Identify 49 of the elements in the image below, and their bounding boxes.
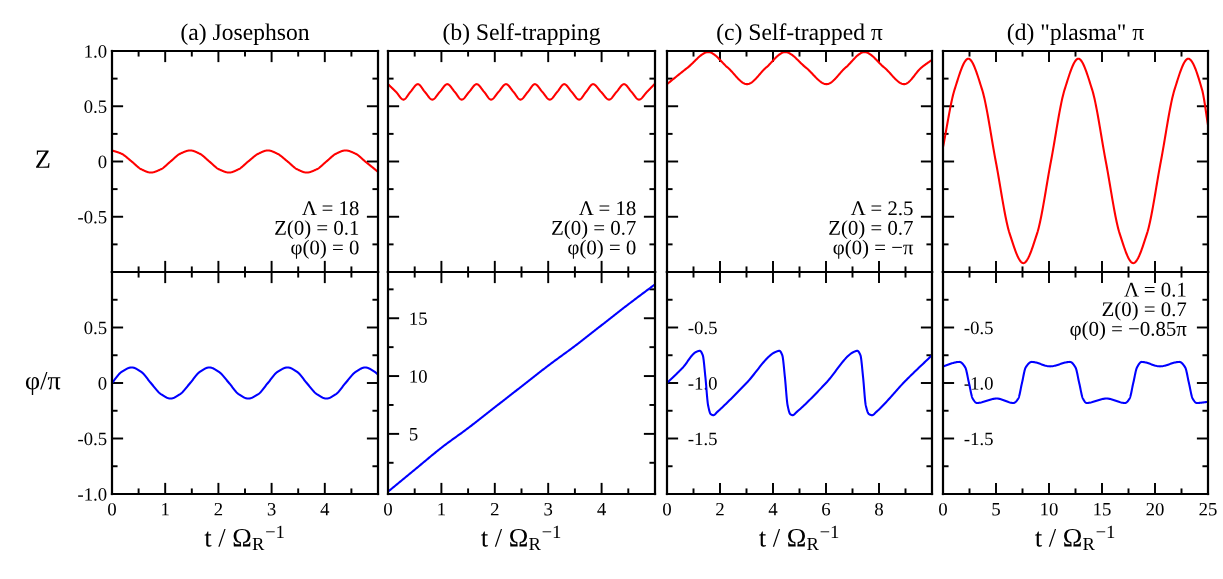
y-tick-label: 15 — [410, 312, 427, 325]
x-tick-label: 3 — [267, 502, 276, 516]
x-tick-label: 0 — [663, 502, 671, 516]
x-tick-label: 15 — [1094, 502, 1111, 516]
annotation: Λ = 0.1 Z(0) = 0.7 φ(0) = −0.85π — [1070, 282, 1187, 341]
y-tick-label: -1.5 — [964, 432, 993, 446]
x-tick-label: 4 — [320, 503, 330, 516]
chart-title: (c) Self-trapped π — [717, 23, 883, 45]
x-tick-label: 0 — [108, 502, 116, 516]
x-tick-label: 4 — [597, 503, 606, 516]
x-axis-title: t / Ω$_{R}$$^{−1}$ — [759, 525, 839, 551]
chart-title: (a) Josephson — [181, 23, 310, 45]
y-tick-label: -0.5 — [964, 321, 993, 335]
y-tick-label: -0.5 — [688, 321, 717, 335]
y-tick-label: -1.5 — [688, 432, 717, 446]
y-tick-label: 10 — [410, 370, 427, 383]
chart-title: (d) "plasma" π — [1007, 23, 1144, 45]
y-tick-label: 0 — [98, 155, 107, 169]
y-tick-label: 0.5 — [84, 100, 107, 114]
x-tick-label: 0 — [384, 502, 392, 516]
chart-title: (b) Self-trapping — [443, 23, 601, 45]
y-tick-label: 0.5 — [84, 321, 107, 335]
y-axis-title: φ/π — [25, 371, 61, 395]
x-tick-label: 2 — [214, 502, 223, 516]
x-tick-label: 6 — [822, 502, 831, 516]
x-tick-label: 8 — [875, 502, 883, 516]
x-tick-label: 25 — [1199, 502, 1217, 516]
x-tick-label: 10 — [1041, 502, 1058, 516]
annotation: Λ = 18 Z(0) = 0.1 φ(0) = 0 — [275, 201, 359, 259]
x-axis-title: t / Ω$_{R}$$^{−1}$ — [1035, 525, 1115, 551]
y-tick-label: -0.5 — [78, 432, 107, 446]
x-tick-label: 20 — [1146, 502, 1164, 516]
x-tick-label: 2 — [716, 502, 724, 516]
x-axis-title: t / Ω$_{R}$$^{−1}$ — [481, 525, 561, 551]
x-axis-title: t / Ω$_{R}$$^{−1}$ — [204, 525, 284, 551]
x-tick-label: 0 — [939, 502, 947, 516]
x-tick-label: 3 — [544, 502, 553, 516]
x-tick-label: 4 — [768, 503, 778, 516]
annotation: Λ = 2.5 Z(0) = 0.7 φ(0) = −π — [829, 201, 914, 259]
annotation: Λ = 18 Z(0) = 0.7 φ(0) = 0 — [552, 201, 636, 259]
x-tick-label: 1 — [162, 502, 169, 516]
y-tick-label: 0 — [98, 377, 107, 390]
x-tick-label: 1 — [438, 502, 445, 516]
y-tick-label: -1.0 — [78, 488, 107, 501]
y-axis-title: Z — [36, 150, 50, 168]
x-tick-label: 2 — [490, 502, 499, 516]
y-tick-label: 1.0 — [85, 45, 107, 58]
y-tick-label: -0.5 — [78, 210, 107, 224]
y-tick-label: 5 — [409, 428, 418, 441]
